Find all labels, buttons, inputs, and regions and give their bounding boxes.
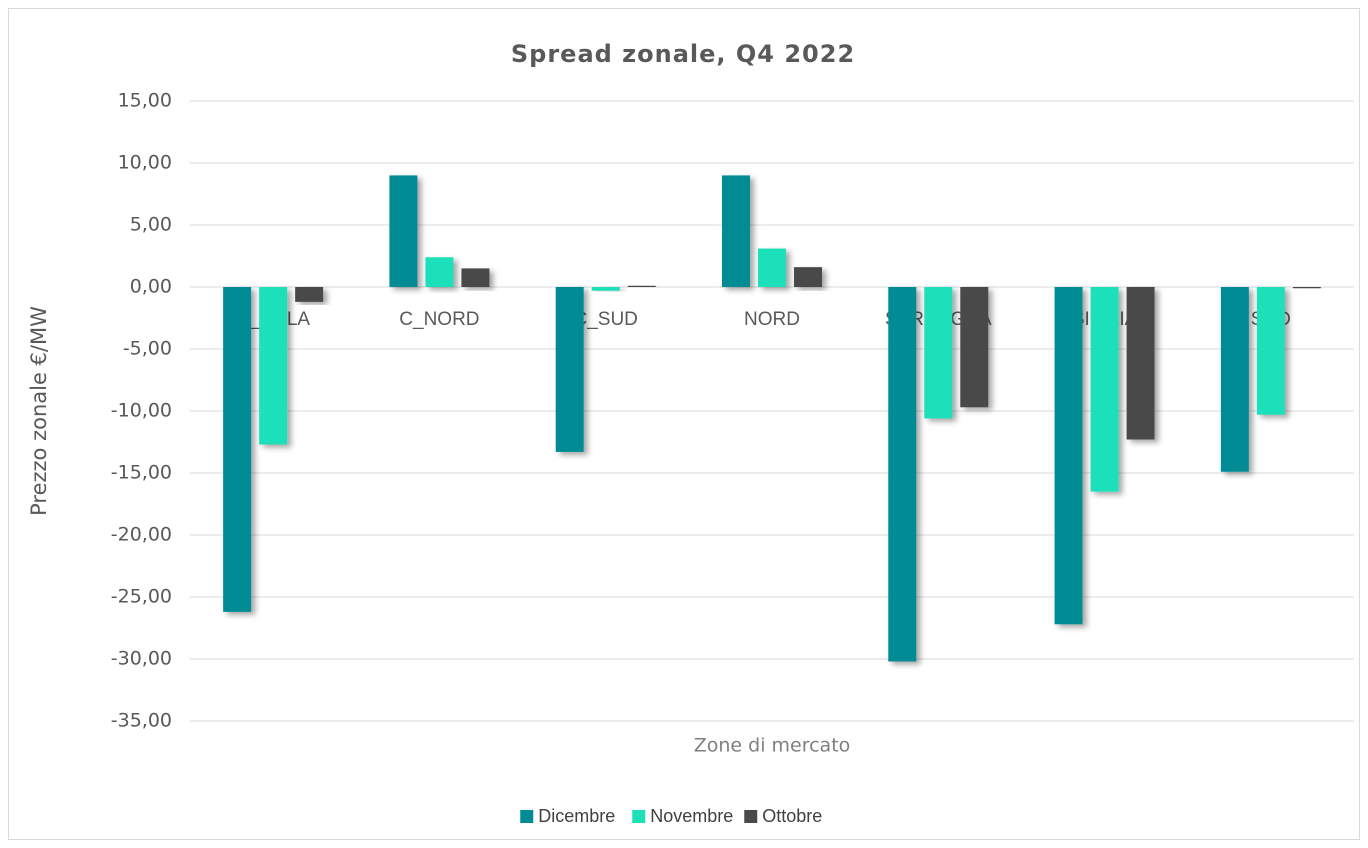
legend-swatch bbox=[632, 810, 646, 823]
bar bbox=[1220, 287, 1249, 472]
y-tick-label: -20,00 bbox=[111, 524, 172, 546]
legend-label: Dicembre bbox=[538, 806, 615, 826]
y-tick-label: 5,00 bbox=[130, 214, 172, 236]
bar bbox=[259, 287, 288, 445]
bar bbox=[461, 268, 490, 287]
y-tick-label: -15,00 bbox=[111, 462, 172, 484]
bar bbox=[1292, 287, 1321, 289]
bar bbox=[1256, 287, 1285, 415]
legend-swatch bbox=[744, 810, 758, 823]
bar bbox=[223, 287, 252, 612]
bar bbox=[425, 257, 454, 287]
chart-title: Spread zonale, Q4 2022 bbox=[511, 40, 855, 68]
legend-label: Ottobre bbox=[762, 806, 822, 826]
bar bbox=[389, 175, 418, 287]
bar bbox=[722, 175, 750, 287]
bar bbox=[295, 287, 324, 302]
bar bbox=[888, 287, 917, 662]
y-tick-label: -10,00 bbox=[111, 400, 172, 422]
bar bbox=[591, 287, 620, 291]
legend-label: Novembre bbox=[650, 806, 733, 826]
bar bbox=[555, 287, 584, 452]
bar bbox=[960, 287, 989, 408]
y-tick-label: 15,00 bbox=[118, 90, 172, 112]
chart-border bbox=[8, 8, 1360, 840]
legend-swatch bbox=[520, 810, 534, 823]
x-axis-title: Zone di mercato bbox=[694, 735, 851, 757]
y-tick-label: 10,00 bbox=[118, 152, 172, 174]
bar bbox=[627, 285, 656, 287]
y-tick-label: -30,00 bbox=[111, 648, 172, 670]
y-axis-title: Prezzo zonale €/MW bbox=[27, 306, 51, 516]
bar bbox=[794, 267, 822, 287]
bar bbox=[1054, 287, 1083, 625]
y-tick-label: -25,00 bbox=[111, 586, 172, 608]
bar bbox=[758, 248, 786, 287]
x-tick-label: NORD bbox=[744, 309, 800, 330]
y-tick-label: 0,00 bbox=[130, 276, 172, 298]
y-tick-label: -35,00 bbox=[111, 710, 172, 732]
bar bbox=[1126, 287, 1155, 440]
bar bbox=[1090, 287, 1119, 492]
x-tick-label: C_SUD bbox=[574, 309, 638, 330]
x-tick-label: C_NORD bbox=[399, 309, 479, 330]
bar bbox=[924, 287, 953, 419]
y-tick-label: -5,00 bbox=[123, 338, 172, 360]
